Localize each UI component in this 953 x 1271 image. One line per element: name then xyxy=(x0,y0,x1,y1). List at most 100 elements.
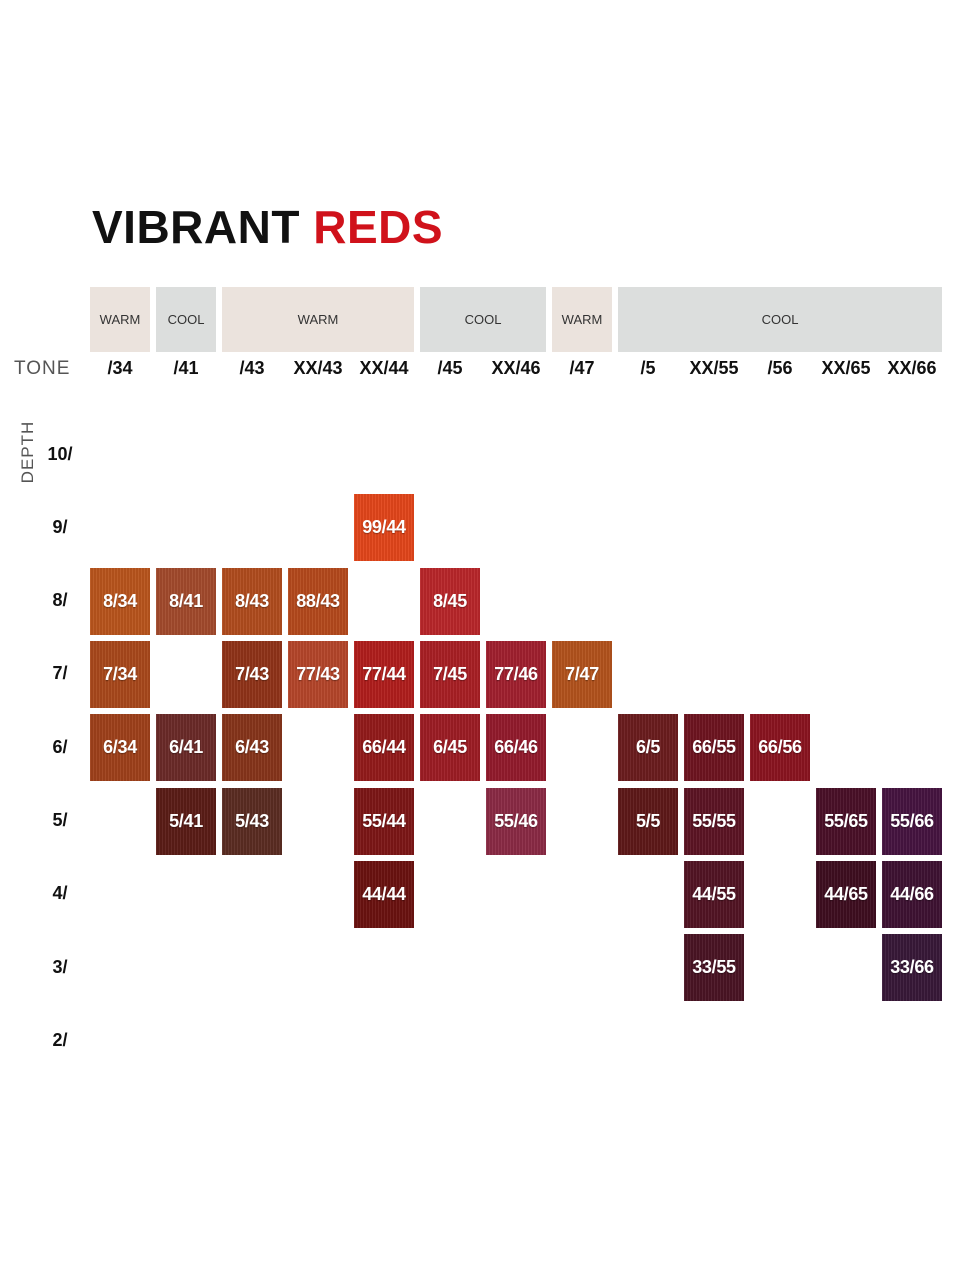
tone-header: /41 xyxy=(173,358,199,378)
swatch-label: 7/47 xyxy=(565,663,599,684)
swatch-label: 8/41 xyxy=(169,590,203,611)
depth-axis-label: DEPTH xyxy=(18,420,37,484)
color-swatch: 6/41 xyxy=(156,714,216,782)
tone-header: XX/55 xyxy=(689,358,739,378)
color-swatch: 55/44 xyxy=(354,787,414,855)
group-cool-5: COOL xyxy=(618,287,942,352)
swatch-label: 88/43 xyxy=(296,590,340,611)
swatch-label: 5/41 xyxy=(169,810,203,831)
swatch-label: 8/45 xyxy=(433,590,467,611)
group-warm-4: WARM xyxy=(552,287,612,352)
color-swatch: 77/44 xyxy=(354,640,414,708)
swatch-label: 77/43 xyxy=(296,663,340,684)
title-reds: REDS xyxy=(313,201,444,253)
swatch-label: 44/66 xyxy=(890,883,934,904)
swatch-label: 44/44 xyxy=(362,883,406,904)
depth-label: 8/ xyxy=(52,590,68,611)
color-swatch: 7/47 xyxy=(552,640,612,708)
swatch-label: 99/44 xyxy=(362,517,406,538)
color-swatch: 44/65 xyxy=(816,860,876,928)
color-swatch: 6/45 xyxy=(420,714,480,782)
color-swatch: 66/56 xyxy=(750,714,810,782)
depth-label: 2/ xyxy=(52,1029,68,1050)
page-title: VIBRANT REDS xyxy=(92,200,443,254)
color-swatch: 8/41 xyxy=(156,567,216,635)
color-swatch: 66/44 xyxy=(354,714,414,782)
swatch-label: 44/65 xyxy=(824,883,868,904)
color-swatch: 66/55 xyxy=(684,714,744,782)
depth-label: 5/ xyxy=(52,810,68,830)
swatch-label: 55/66 xyxy=(890,810,934,831)
swatch-label: 7/45 xyxy=(433,663,467,684)
color-swatch: 7/45 xyxy=(420,640,480,708)
swatch-label: 6/5 xyxy=(635,737,661,758)
tone-axis-label: TONE xyxy=(14,358,71,379)
color-swatch: 44/55 xyxy=(684,860,744,928)
swatch-label: 66/56 xyxy=(758,737,802,758)
depth-label: 6/ xyxy=(52,736,68,757)
swatch-label: 33/55 xyxy=(692,957,736,978)
color-swatch: 7/43 xyxy=(222,640,282,708)
depth-label: 7/ xyxy=(52,663,68,684)
swatch-label: 5/43 xyxy=(235,810,269,831)
group-warm-0: WARM xyxy=(90,287,150,352)
swatch-label: 6/41 xyxy=(169,737,203,758)
swatch-label: 7/34 xyxy=(103,663,137,684)
color-swatch: 8/34 xyxy=(90,567,150,635)
depth-label: 10/ xyxy=(47,443,73,464)
swatch-label: 66/46 xyxy=(494,737,538,758)
swatch-label: 33/66 xyxy=(890,957,934,978)
color-swatch: 77/46 xyxy=(486,640,546,708)
swatch-label: 55/44 xyxy=(362,810,406,831)
title-vibrant: VIBRANT xyxy=(92,201,300,253)
swatch-label: 55/55 xyxy=(692,810,736,831)
tone-header: /56 xyxy=(767,358,793,378)
swatch-label: 77/44 xyxy=(362,663,406,684)
swatch-label: 77/46 xyxy=(494,663,538,684)
tone-header: /34 xyxy=(107,358,133,378)
swatch-label: 6/45 xyxy=(433,737,467,758)
color-swatch: 7/34 xyxy=(90,640,150,708)
group-cool-1: COOL xyxy=(156,287,216,352)
swatch-label: 44/55 xyxy=(692,883,736,904)
color-swatch: 5/43 xyxy=(222,787,282,855)
color-swatch: 6/43 xyxy=(222,714,282,782)
swatch-label: 66/55 xyxy=(692,737,736,758)
color-swatch: 8/43 xyxy=(222,567,282,635)
color-swatch: 88/43 xyxy=(288,567,348,635)
depth-label: 9/ xyxy=(52,516,68,537)
color-swatch: 8/45 xyxy=(420,567,480,635)
color-swatch: 33/66 xyxy=(882,934,942,1002)
color-swatch: 55/46 xyxy=(486,787,546,855)
swatch-label: 55/65 xyxy=(824,810,868,831)
swatch-label: 6/34 xyxy=(103,737,137,758)
depth-label: 3/ xyxy=(52,956,68,977)
color-swatch: 55/55 xyxy=(684,787,744,855)
tone-header: /43 xyxy=(239,358,265,378)
color-swatch: 44/66 xyxy=(882,860,942,928)
tone-header: XX/46 xyxy=(491,358,541,378)
swatch-label: 55/46 xyxy=(494,810,538,831)
color-swatch: 6/5 xyxy=(618,714,678,782)
color-swatch: 99/44 xyxy=(354,494,414,562)
depth-label: 4/ xyxy=(52,883,68,904)
tone-header: /5 xyxy=(640,358,656,378)
swatch-label: 6/43 xyxy=(235,737,269,758)
swatch-label: 5/5 xyxy=(635,810,661,831)
tone-header: XX/65 xyxy=(821,358,871,378)
group-cool-3: COOL xyxy=(420,287,546,352)
tone-header: XX/43 xyxy=(293,358,343,378)
color-swatch: 33/55 xyxy=(684,934,744,1002)
group-warm-2: WARM xyxy=(222,287,414,352)
color-swatch: 55/65 xyxy=(816,787,876,855)
color-swatch: 5/5 xyxy=(618,787,678,855)
tone-header: XX/66 xyxy=(887,358,937,378)
swatch-label: 8/43 xyxy=(235,590,269,611)
tone-header: /47 xyxy=(569,358,595,378)
swatch-label: 7/43 xyxy=(235,663,269,684)
tone-header: XX/44 xyxy=(359,358,409,378)
color-swatch: 44/44 xyxy=(354,860,414,928)
swatch-label: 8/34 xyxy=(103,590,137,611)
color-swatch: 5/41 xyxy=(156,787,216,855)
swatch-label: 66/44 xyxy=(362,737,406,758)
